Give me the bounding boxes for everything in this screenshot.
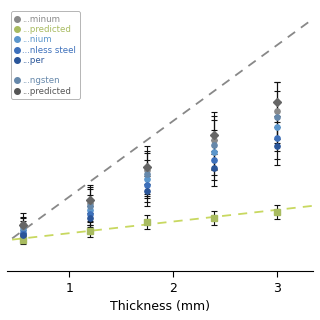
Legend: ...minum, ...predicted, ...nium, ...nless steel, ...per, , ...ngsten, ...predict: ...minum, ...predicted, ...nium, ...nles… <box>11 11 80 99</box>
X-axis label: Thickness (mm): Thickness (mm) <box>110 300 210 313</box>
